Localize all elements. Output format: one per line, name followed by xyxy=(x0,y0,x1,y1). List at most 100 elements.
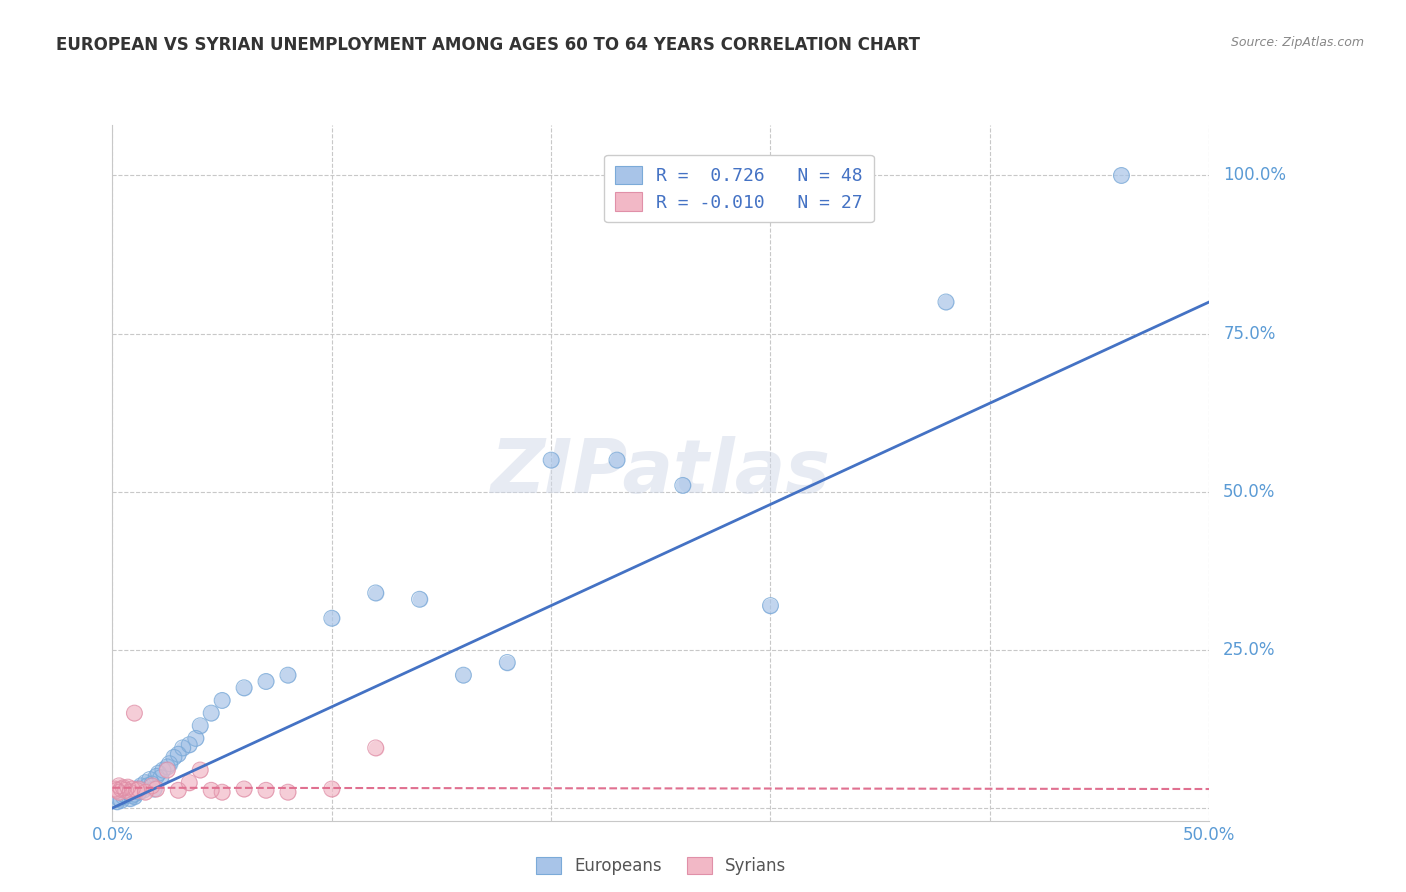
Point xyxy=(167,783,190,797)
Point xyxy=(129,779,152,793)
Point xyxy=(156,760,179,774)
Point xyxy=(112,780,135,795)
Point xyxy=(124,789,146,804)
Point xyxy=(108,791,131,805)
Point xyxy=(364,586,387,600)
Point xyxy=(134,775,156,789)
Point xyxy=(132,783,155,797)
Point xyxy=(167,747,190,762)
Point xyxy=(105,783,128,797)
Point xyxy=(152,763,174,777)
Point xyxy=(935,295,957,310)
Point xyxy=(179,738,201,752)
Text: 75.0%: 75.0% xyxy=(1223,325,1275,343)
Point xyxy=(125,783,148,797)
Point xyxy=(117,780,139,794)
Point xyxy=(105,795,128,809)
Point xyxy=(118,791,141,805)
Point xyxy=(149,771,172,785)
Point xyxy=(496,656,519,670)
Point xyxy=(134,775,156,789)
Point xyxy=(143,782,166,797)
Point xyxy=(136,779,159,793)
Point xyxy=(136,779,159,793)
Point xyxy=(254,674,277,689)
Point xyxy=(108,785,131,799)
Point xyxy=(200,706,222,720)
Point xyxy=(108,785,131,799)
Point xyxy=(114,789,136,803)
Point xyxy=(254,783,277,797)
Point xyxy=(184,731,207,746)
Point xyxy=(540,453,562,467)
Point xyxy=(108,791,131,805)
Point xyxy=(132,783,155,797)
Point xyxy=(145,769,167,783)
Point xyxy=(118,785,141,799)
Point xyxy=(152,763,174,777)
Point xyxy=(110,782,132,797)
Point xyxy=(188,719,211,733)
Point xyxy=(118,785,141,799)
Point xyxy=(108,779,131,793)
Point xyxy=(148,766,170,780)
Point xyxy=(233,681,256,695)
Point xyxy=(159,756,181,771)
Point xyxy=(141,779,163,793)
Point xyxy=(124,706,146,720)
Point xyxy=(128,782,150,797)
Point xyxy=(254,674,277,689)
Point xyxy=(163,750,186,764)
Point xyxy=(145,782,167,797)
Text: 50.0%: 50.0% xyxy=(1223,483,1275,500)
Point xyxy=(134,785,156,799)
Point xyxy=(114,783,136,797)
Point xyxy=(277,668,299,682)
Point xyxy=(408,592,430,607)
Point xyxy=(125,782,148,797)
Point xyxy=(121,782,143,797)
Point xyxy=(112,787,135,801)
Text: 25.0%: 25.0% xyxy=(1223,640,1275,659)
Point xyxy=(211,693,233,707)
Point xyxy=(672,478,695,492)
Legend: Europeans, Syrians: Europeans, Syrians xyxy=(529,850,793,882)
Point xyxy=(149,771,172,785)
Point xyxy=(1111,169,1133,183)
Point xyxy=(141,777,163,791)
Point xyxy=(108,779,131,793)
Point xyxy=(125,782,148,797)
Point xyxy=(172,740,194,755)
Point xyxy=(112,789,135,804)
Point xyxy=(453,668,475,682)
Point xyxy=(935,295,957,310)
Point xyxy=(179,738,201,752)
Point xyxy=(277,785,299,799)
Point xyxy=(364,586,387,600)
Point xyxy=(179,775,201,789)
Point xyxy=(121,782,143,797)
Point xyxy=(163,750,186,764)
Point xyxy=(148,766,170,780)
Point xyxy=(141,779,163,793)
Point xyxy=(114,789,136,803)
Point xyxy=(112,780,135,795)
Point xyxy=(112,787,135,801)
Point xyxy=(156,760,179,774)
Point xyxy=(121,789,143,803)
Point xyxy=(117,785,139,799)
Text: 100.0%: 100.0% xyxy=(1223,167,1286,185)
Point xyxy=(110,793,132,807)
Point xyxy=(188,719,211,733)
Point xyxy=(184,731,207,746)
Point xyxy=(141,777,163,791)
Point xyxy=(117,780,139,794)
Point xyxy=(112,789,135,804)
Point xyxy=(128,782,150,797)
Point xyxy=(211,785,233,799)
Point xyxy=(188,763,211,777)
Point xyxy=(188,763,211,777)
Point xyxy=(200,706,222,720)
Point xyxy=(672,478,695,492)
Point xyxy=(759,599,782,613)
